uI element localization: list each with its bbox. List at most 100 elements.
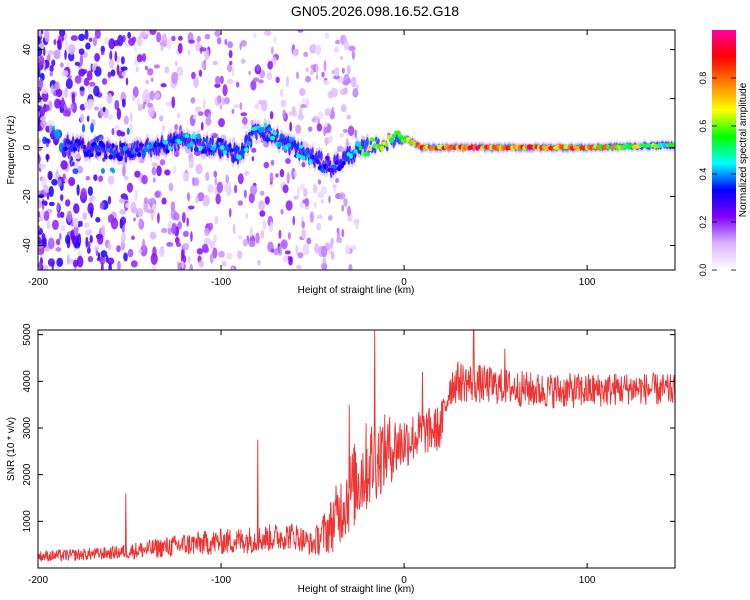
noise-blob: [273, 36, 277, 44]
noise-blob: [51, 219, 59, 230]
noise-blob: [226, 252, 233, 260]
noise-blob: [171, 35, 176, 42]
snr-xtick-label: 100: [579, 575, 596, 586]
noise-blob: [100, 262, 104, 270]
noise-blob: [90, 122, 94, 133]
noise-blob: [336, 145, 344, 153]
noise-blob: [251, 156, 255, 162]
noise-blob: [101, 78, 108, 85]
noise-blob: [187, 256, 191, 264]
noise-blob: [106, 93, 113, 105]
noise-blob: [60, 224, 66, 232]
noise-blob: [227, 41, 234, 49]
spectrogram-ytick-label: -20: [22, 189, 33, 204]
noise-blob: [216, 181, 224, 194]
noise-blob: [342, 128, 349, 134]
noise-blob: [335, 39, 341, 45]
ridge-peak: [231, 157, 237, 162]
noise-blob: [160, 44, 164, 52]
noise-blob: [288, 111, 292, 116]
ridge-peak: [239, 149, 244, 156]
noise-blob: [219, 104, 223, 110]
noise-blob: [331, 106, 334, 115]
noise-blob: [107, 242, 112, 251]
spectrogram-noise-layer: [38, 30, 360, 270]
noise-blob: [38, 43, 46, 48]
noise-blob: [85, 42, 91, 50]
ridge-peak: [358, 145, 363, 151]
noise-blob: [212, 247, 218, 259]
noise-blob: [291, 105, 296, 116]
noise-blob: [111, 168, 116, 174]
noise-blob: [102, 106, 106, 113]
ridge-peak: [243, 147, 249, 153]
noise-blob: [164, 169, 171, 176]
snr-xlabel: Height of straight line (km): [298, 584, 415, 595]
noise-blob: [57, 178, 62, 187]
colorbar-tick-label: 0.6: [698, 120, 708, 133]
noise-blob: [245, 212, 249, 219]
ridge-peak: [196, 134, 201, 140]
noise-blob: [87, 241, 91, 249]
ridge-band: [276, 128, 279, 139]
spectrogram-ylabel: Frequency (Hz): [6, 116, 17, 185]
noise-blob: [87, 255, 94, 263]
ridge-band: [385, 145, 389, 152]
noise-blob: [203, 98, 206, 110]
noise-blob: [154, 92, 160, 99]
noise-blob: [116, 245, 121, 253]
noise-blob: [79, 220, 83, 227]
noise-blob: [68, 43, 76, 55]
noise-blob: [107, 113, 114, 120]
noise-blob: [189, 263, 194, 270]
noise-blob: [108, 262, 112, 270]
noise-blob: [342, 80, 349, 86]
noise-blob: [123, 115, 129, 125]
ridge-peak: [72, 147, 78, 152]
noise-blob: [80, 187, 87, 200]
noise-blob: [282, 184, 289, 194]
ridge-peak: [138, 143, 145, 147]
noise-blob: [176, 112, 181, 119]
noise-blob: [70, 103, 74, 110]
snr-xtick-label: -200: [28, 575, 48, 586]
noise-blob: [267, 60, 274, 70]
spectrogram-xlabel: Height of straight line (km): [298, 285, 415, 296]
noise-blob: [160, 83, 167, 88]
noise-blob: [213, 233, 217, 244]
noise-blob: [38, 67, 41, 78]
noise-blob: [249, 226, 253, 238]
noise-blob: [46, 153, 49, 163]
noise-blob: [226, 78, 234, 85]
noise-blob: [56, 257, 64, 268]
ridge-peak: [82, 144, 87, 150]
ridge-peak: [353, 149, 358, 154]
noise-blob: [62, 109, 71, 117]
noise-blob: [320, 185, 328, 195]
noise-blob: [38, 216, 44, 222]
noise-blob: [117, 34, 124, 47]
ridge-peak: [220, 145, 225, 150]
noise-blob: [348, 263, 353, 270]
noise-blob: [126, 182, 134, 193]
noise-blob: [143, 197, 148, 204]
noise-blob: [53, 49, 61, 60]
noise-blob: [88, 81, 96, 87]
noise-blob: [192, 115, 197, 120]
ridge-peak: [122, 145, 128, 152]
noise-blob: [154, 191, 161, 198]
ridge-peak: [287, 143, 292, 148]
noise-blob: [78, 33, 85, 42]
noise-blob: [132, 86, 139, 98]
noise-blob: [164, 66, 170, 74]
noise-blob: [56, 212, 61, 218]
noise-blob: [167, 227, 172, 235]
spectrogram-x-axis: -200 -100 0 100: [28, 30, 596, 288]
noise-blob: [111, 128, 115, 136]
noise-blob: [315, 63, 319, 75]
noise-blob: [213, 170, 218, 178]
noise-blob: [330, 87, 338, 98]
noise-blob: [291, 167, 296, 180]
noise-blob: [74, 75, 82, 84]
